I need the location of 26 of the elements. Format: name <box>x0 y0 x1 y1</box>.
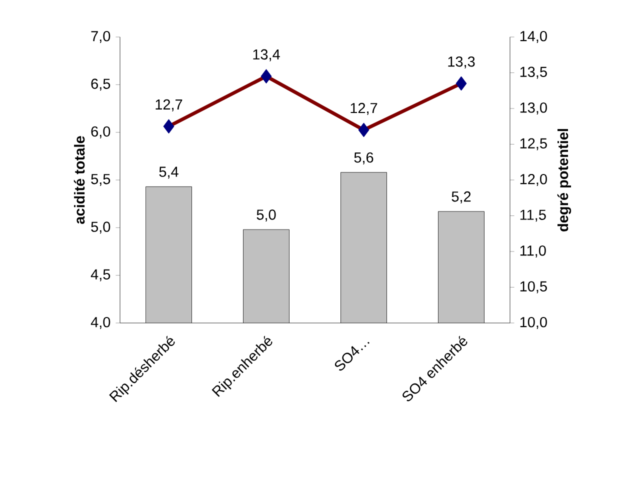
y-axis-title: acidité totale <box>74 136 85 224</box>
data-label: 5,0 <box>256 210 276 222</box>
y-tick-label: 7,0 <box>91 31 110 43</box>
data-label: 13,3 <box>448 56 475 68</box>
y-tick-label: 6,0 <box>91 126 110 138</box>
y2-tick-label: 11,0 <box>520 245 546 258</box>
y2-tick-label: 14,0 <box>520 31 547 43</box>
data-label: 5,2 <box>452 191 471 204</box>
y2-tick-label: 13,0 <box>520 102 547 114</box>
y2-axis-title: degré potentiel <box>557 129 572 232</box>
data-label: 12,7 <box>350 102 378 115</box>
y-tick-label: 5,5 <box>91 174 110 186</box>
data-label: 13,4 <box>253 49 280 62</box>
y2-tick-label: 11,5 <box>520 210 546 222</box>
data-label: 12,7 <box>156 99 182 112</box>
data-label: 5,6 <box>354 152 374 164</box>
y-tick-label: 5,0 <box>91 222 110 234</box>
y2-tick-label: 13,5 <box>520 66 547 79</box>
y-tick-label: 6,5 <box>91 78 110 91</box>
y2-tick-label: 10,0 <box>520 316 547 329</box>
y2-tick-label: 12,0 <box>520 174 547 186</box>
y2-tick-label: 12,5 <box>520 138 547 150</box>
y-tick-label: 4,5 <box>90 269 110 282</box>
data-label: 5,4 <box>159 166 178 179</box>
y-tick-label: 4,0 <box>90 316 110 329</box>
y2-tick-label: 10,5 <box>520 281 547 294</box>
